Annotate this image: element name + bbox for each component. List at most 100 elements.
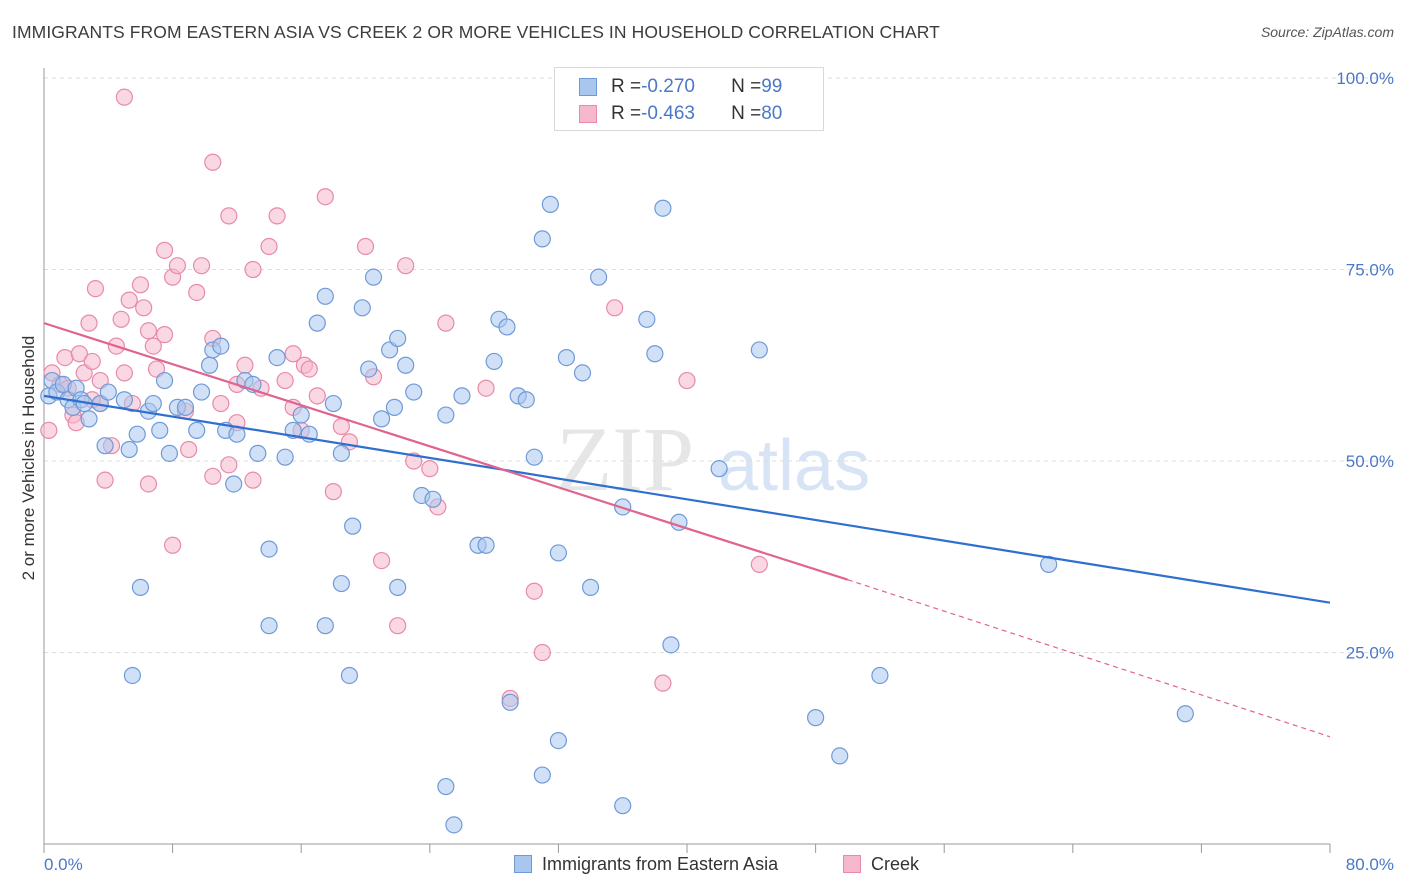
eastern-asia-point: [477, 536, 495, 554]
eastern-asia-point: [151, 421, 169, 439]
eastern-asia-point: [557, 348, 576, 367]
creek-point: [220, 207, 238, 225]
creek-point: [86, 280, 105, 298]
legend-item-creek: Creek: [843, 852, 919, 876]
eastern-asia-point: [332, 574, 350, 593]
eastern-asia-point: [437, 777, 455, 796]
creek-point: [525, 582, 543, 600]
y-tick-label: 50.0%: [1346, 452, 1394, 471]
eastern-asia-point: [212, 337, 230, 355]
eastern-asia-point: [549, 544, 568, 562]
eastern-asia-point: [654, 199, 672, 217]
r-label: R =: [611, 76, 642, 97]
eastern-asia-point: [498, 318, 516, 336]
eastern-asia-point: [344, 517, 362, 535]
eastern-asia-point: [614, 797, 632, 815]
pink-swatch: [579, 105, 597, 123]
correlation-legend: R = -0.270 N = 99 R = -0.463 N = 80: [554, 67, 824, 131]
r-value: -0.270: [641, 76, 695, 97]
n-label: N =: [731, 103, 762, 124]
creek-point: [139, 322, 158, 340]
creek-trend-extension: [847, 579, 1331, 738]
creek-point: [115, 88, 133, 106]
eastern-asia-point: [316, 287, 334, 305]
eastern-asia-point: [260, 540, 278, 558]
n-value: 80: [761, 103, 783, 124]
eastern-asia-point: [389, 329, 407, 348]
eastern-asia-point: [533, 766, 551, 784]
eastern-asia-point: [144, 394, 162, 413]
creek-point: [40, 421, 58, 439]
creek-point: [437, 314, 455, 332]
creek-point: [168, 257, 187, 275]
eastern-asia-point: [131, 578, 150, 596]
eastern-asia-point: [176, 398, 195, 416]
y-axis-title: 2 or more Vehicles in Household: [19, 336, 38, 581]
creek-point: [96, 471, 114, 489]
blue-swatch: [579, 78, 597, 96]
eastern-asia-point: [405, 383, 423, 401]
legend-row-creek: R = -0.463 N = 80: [555, 101, 782, 127]
eastern-asia-point: [268, 348, 286, 367]
creek-point: [356, 237, 375, 256]
creek-point: [188, 283, 206, 302]
eastern-asia-point: [710, 460, 728, 478]
n-value: 99: [761, 76, 783, 97]
eastern-asia-point: [485, 352, 503, 371]
creek-point: [139, 475, 158, 493]
creek-point: [244, 471, 262, 489]
eastern-asia-point: [525, 448, 543, 466]
eastern-asia-point: [115, 391, 133, 409]
creek-point: [533, 643, 551, 662]
eastern-asia-point: [123, 666, 142, 685]
eastern-asia-point: [397, 356, 415, 374]
legend-label: Immigrants from Eastern Asia: [542, 853, 779, 874]
trend-lines: [43, 322, 1331, 738]
creek-point: [268, 207, 286, 225]
chart-title: IMMIGRANTS FROM EASTERN ASIA VS CREEK 2 …: [12, 22, 940, 42]
creek-point: [316, 188, 334, 206]
creek-point: [324, 483, 342, 501]
creek-point: [164, 536, 182, 554]
creek-point: [389, 617, 407, 635]
eastern-asia-point: [589, 268, 608, 286]
creek-point: [236, 356, 254, 374]
creek-point: [606, 299, 624, 317]
x-tick-label: 0.0%: [44, 855, 83, 874]
eastern-asia-point: [128, 425, 146, 443]
source-label: Source: ZipAtlas.com: [1260, 24, 1394, 40]
creek-point: [155, 326, 174, 344]
y-tick-label: 100.0%: [1336, 69, 1394, 88]
legend-row-eastern-asia: R = -0.270 N = 99: [555, 74, 782, 100]
eastern-asia-point: [573, 364, 592, 382]
eastern-asia-point: [501, 693, 519, 711]
watermark-zip: ZIP: [556, 408, 694, 510]
eastern-asia-point: [1176, 705, 1194, 723]
eastern-asia-point: [155, 371, 174, 390]
legend-label: Creek: [871, 853, 920, 874]
eastern-asia-point: [372, 410, 391, 428]
creek-point: [212, 394, 230, 413]
creek-point: [654, 674, 672, 692]
creek-point: [204, 153, 222, 171]
eastern-asia-point: [308, 314, 326, 332]
creek-point: [397, 257, 415, 275]
eastern-asia-point: [385, 398, 404, 416]
watermark: ZIP atlas: [556, 408, 870, 510]
eastern-asia-point: [99, 383, 117, 401]
eastern-asia-point: [188, 421, 206, 439]
eastern-asia-point: [453, 387, 471, 405]
eastern-asia-point: [437, 406, 455, 424]
creek-point: [678, 371, 696, 390]
creek-point: [131, 276, 150, 294]
creek-point: [477, 379, 495, 397]
eastern-asia-trend-line: [43, 394, 1331, 604]
creek-point: [204, 467, 222, 485]
creek-point: [112, 310, 130, 328]
n-label: N =: [731, 76, 762, 97]
eastern-asia-point: [192, 383, 211, 401]
eastern-asia-point: [276, 448, 294, 466]
legend-item-eastern-asia: Immigrants from Eastern Asia: [514, 852, 778, 876]
blue-swatch: [514, 855, 532, 873]
